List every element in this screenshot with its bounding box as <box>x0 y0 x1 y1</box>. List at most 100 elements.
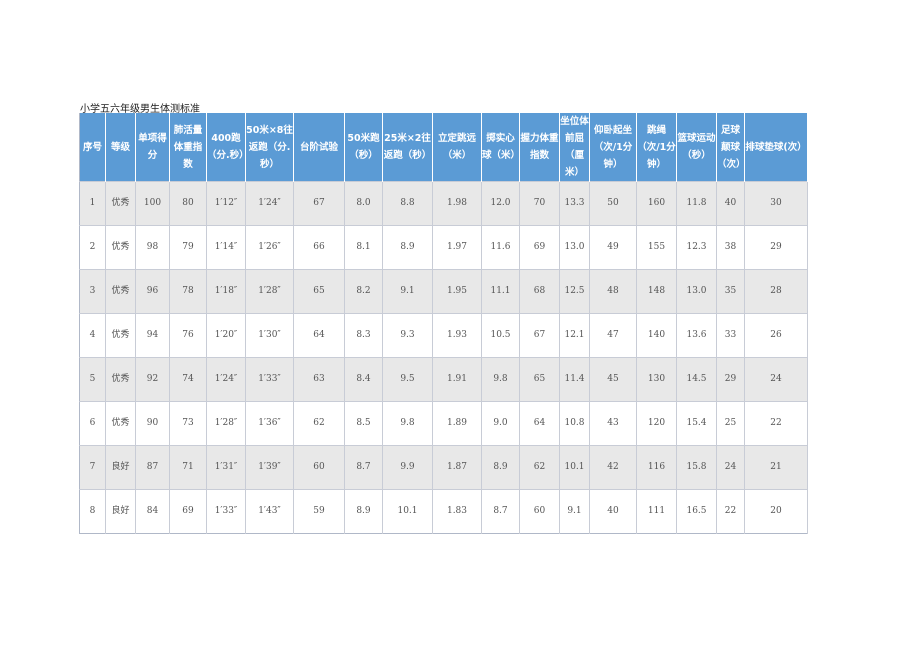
table-cell: 76 <box>169 313 207 358</box>
table-cell: 9.8 <box>382 401 433 446</box>
table-cell: 优秀 <box>105 225 136 270</box>
table-cell: 78 <box>169 269 207 314</box>
table-cell: 1′28″ <box>245 269 294 314</box>
table-cell: 8.5 <box>344 401 383 446</box>
table-cell: 1′24″ <box>245 181 294 226</box>
table-cell: 43 <box>589 401 637 446</box>
table-cell: 良好 <box>105 489 136 534</box>
table-cell: 12.0 <box>481 181 520 226</box>
table-cell: 14.5 <box>676 357 717 402</box>
table-cell: 100 <box>135 181 170 226</box>
table-row: 4 优秀 94 76 1′20″ 1′30″ 64 8.3 9.3 1.93 10.5 67 12.1 4… <box>79 313 808 358</box>
table-cell: 13.0 <box>676 269 717 314</box>
table-cell: 29 <box>716 357 745 402</box>
table-title: 小学五六年级男生体测标准 <box>80 104 200 115</box>
table-cell: 60 <box>519 489 560 534</box>
table-cell: 21 <box>744 445 808 490</box>
table-cell: 8 <box>79 489 106 534</box>
table-cell: 67 <box>293 181 345 226</box>
table-cell: 92 <box>135 357 170 402</box>
table-cell: 优秀 <box>105 181 136 226</box>
table-cell: 20 <box>744 489 808 534</box>
header-cell: 25米×2往返跑（秒） <box>382 113 433 182</box>
header-cell: 50米跑（秒） <box>344 113 383 182</box>
table-cell: 130 <box>636 357 677 402</box>
table-cell: 94 <box>135 313 170 358</box>
table-cell: 1.89 <box>432 401 482 446</box>
table-cell: 30 <box>744 181 808 226</box>
table-cell: 优秀 <box>105 357 136 402</box>
table-cell: 90 <box>135 401 170 446</box>
table-cell: 8.7 <box>481 489 520 534</box>
table-cell: 15.8 <box>676 445 717 490</box>
table-cell: 9.0 <box>481 401 520 446</box>
table-cell: 8.9 <box>344 489 383 534</box>
table-cell: 47 <box>589 313 637 358</box>
table-cell: 15.4 <box>676 401 717 446</box>
header-cell: 坐位体前屈（厘米） <box>559 113 590 182</box>
table-cell: 1′12″ <box>206 181 246 226</box>
table-cell: 3 <box>79 269 106 314</box>
table-cell: 良好 <box>105 445 136 490</box>
table-cell: 1′33″ <box>206 489 246 534</box>
table-cell: 10.1 <box>559 445 590 490</box>
header-cell: 握力体重指数 <box>519 113 560 182</box>
table-cell: 10.5 <box>481 313 520 358</box>
header-cell: 等级 <box>105 113 136 182</box>
table-cell: 9.1 <box>382 269 433 314</box>
table-cell: 12.1 <box>559 313 590 358</box>
table-cell: 71 <box>169 445 207 490</box>
table-cell: 8.1 <box>344 225 383 270</box>
header-cell: 跳绳（次/1分钟） <box>636 113 677 182</box>
header-cell: 掷实心球（米） <box>481 113 520 182</box>
table-cell: 50 <box>589 181 637 226</box>
table-cell: 22 <box>744 401 808 446</box>
table-cell: 优秀 <box>105 313 136 358</box>
table-cell: 24 <box>744 357 808 402</box>
table-cell: 13.0 <box>559 225 590 270</box>
header-cell: 单项得分 <box>135 113 170 182</box>
table-cell: 63 <box>293 357 345 402</box>
table-cell: 11.6 <box>481 225 520 270</box>
table-cell: 1.91 <box>432 357 482 402</box>
table-cell: 8.9 <box>382 225 433 270</box>
table-cell: 16.5 <box>676 489 717 534</box>
table-cell: 1′43″ <box>245 489 294 534</box>
table-cell: 35 <box>716 269 745 314</box>
table-cell: 1′18″ <box>206 269 246 314</box>
table-cell: 60 <box>293 445 345 490</box>
table-cell: 160 <box>636 181 677 226</box>
table-cell: 10.8 <box>559 401 590 446</box>
header-cell: 50米×8往返跑（分. 秒） <box>245 113 294 182</box>
table-cell: 12.5 <box>559 269 590 314</box>
table-cell: 1 <box>79 181 106 226</box>
table-cell: 8.7 <box>344 445 383 490</box>
table-cell: 140 <box>636 313 677 358</box>
table-cell: 148 <box>636 269 677 314</box>
table-cell: 62 <box>519 445 560 490</box>
table-cell: 8.8 <box>382 181 433 226</box>
table-cell: 26 <box>744 313 808 358</box>
table-cell: 13.3 <box>559 181 590 226</box>
table-cell: 62 <box>293 401 345 446</box>
table-cell: 67 <box>519 313 560 358</box>
table-cell: 28 <box>744 269 808 314</box>
header-cell: 仰卧起坐（次/1分钟） <box>589 113 637 182</box>
table-cell: 1.87 <box>432 445 482 490</box>
table-cell: 45 <box>589 357 637 402</box>
table-cell: 9.1 <box>559 489 590 534</box>
table-cell: 79 <box>169 225 207 270</box>
table-cell: 6 <box>79 401 106 446</box>
table-cell: 13.6 <box>676 313 717 358</box>
table-cell: 优秀 <box>105 269 136 314</box>
header-cell: 排球垫球(次） <box>744 113 808 182</box>
table-cell: 1′26″ <box>245 225 294 270</box>
table-cell: 116 <box>636 445 677 490</box>
table-cell: 11.4 <box>559 357 590 402</box>
table-cell: 1′24″ <box>206 357 246 402</box>
header-row: 序号 等级 单项得分 肺活量体重指数 400跑（分.秒） 50米×8往返跑（分.… <box>79 113 808 182</box>
table-cell: 25 <box>716 401 745 446</box>
table-cell: 64 <box>519 401 560 446</box>
table-cell: 5 <box>79 357 106 402</box>
table-cell: 1′31″ <box>206 445 246 490</box>
